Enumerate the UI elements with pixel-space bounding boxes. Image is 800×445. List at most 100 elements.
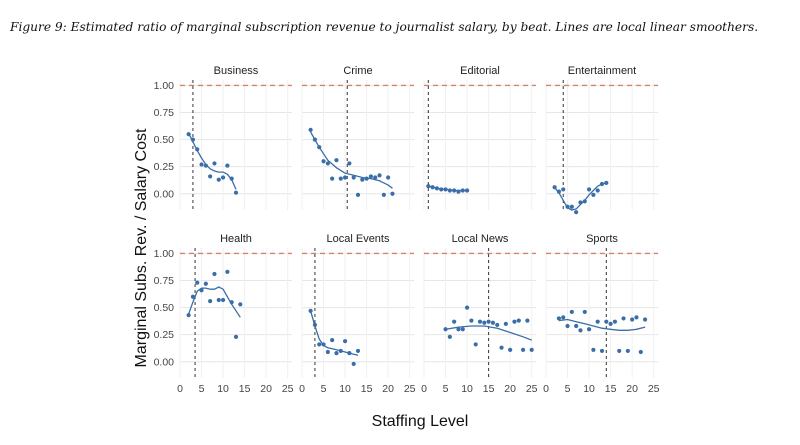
data-point xyxy=(225,163,230,168)
smoother-line xyxy=(309,310,359,356)
x-tick-label: 10 xyxy=(583,383,595,395)
data-point xyxy=(220,297,226,303)
x-tick-label: 15 xyxy=(605,383,617,395)
x-tick-label: 15 xyxy=(239,383,251,395)
data-point xyxy=(434,186,440,191)
panel-health: Health 0.00 0.25 0.50 0.75 1.00 0 5 10 15 20 25 xyxy=(154,233,294,395)
figure-caption: Figure 9: Estimated ratio of marginal su… xyxy=(10,20,759,34)
data-point xyxy=(525,318,530,323)
data-point xyxy=(190,294,196,299)
panel-title: Editorial xyxy=(460,65,500,77)
data-point xyxy=(334,350,339,356)
data-point xyxy=(430,185,435,190)
data-point xyxy=(447,334,452,339)
panel-title: Business xyxy=(214,65,259,77)
data-point xyxy=(565,204,570,209)
facet-panels: Business 0.00 0.25 0.50 0.75 1.00 Crime Editori… xyxy=(154,65,660,395)
data-point xyxy=(512,319,517,324)
data-point xyxy=(503,321,508,326)
data-point xyxy=(330,176,335,181)
data-point xyxy=(216,177,221,182)
x-tick-label: 10 xyxy=(217,383,229,395)
x-tick-label: 10 xyxy=(339,383,351,395)
data-point xyxy=(599,181,605,187)
data-point xyxy=(355,348,361,354)
y-tick-label: 1.00 xyxy=(154,248,175,260)
data-point xyxy=(569,309,574,315)
data-point xyxy=(199,288,204,293)
data-point xyxy=(321,342,326,347)
data-point xyxy=(195,147,200,152)
data-point xyxy=(443,327,448,332)
data-point xyxy=(447,188,452,193)
data-point xyxy=(452,188,457,193)
panel-title: Entertainment xyxy=(568,65,636,77)
data-point xyxy=(642,317,648,322)
data-point xyxy=(630,317,635,322)
data-point xyxy=(351,175,356,180)
y-tick-label: 0.50 xyxy=(154,134,175,146)
data-point xyxy=(556,189,562,194)
data-point xyxy=(238,302,243,307)
data-point xyxy=(229,300,234,305)
data-point xyxy=(225,269,230,274)
data-point xyxy=(612,319,618,324)
data-point xyxy=(578,328,583,333)
data-point xyxy=(355,192,361,197)
data-point xyxy=(473,342,478,347)
data-point xyxy=(582,199,587,204)
data-point xyxy=(203,281,208,286)
x-tick-label: 0 xyxy=(421,383,427,395)
data-point xyxy=(351,361,356,367)
panel-crime: Crime xyxy=(301,65,414,210)
data-point xyxy=(347,161,352,166)
panel-business: Business 0.00 0.25 0.50 0.75 1.00 xyxy=(154,65,292,210)
data-point xyxy=(456,327,461,332)
panel-title: Local News xyxy=(452,233,509,245)
smoother-line xyxy=(558,318,646,331)
data-point xyxy=(578,200,583,205)
x-axis-title: Staffing Level xyxy=(372,413,469,430)
data-point xyxy=(338,176,343,181)
data-point xyxy=(334,158,339,163)
x-tick-label: 5 xyxy=(443,383,449,395)
data-point xyxy=(377,173,382,178)
data-point xyxy=(216,297,221,303)
y-tick-label: 0.75 xyxy=(154,275,175,287)
x-tick-label: 25 xyxy=(648,383,660,395)
data-point xyxy=(312,137,318,142)
data-point xyxy=(364,176,369,181)
data-point xyxy=(426,184,431,189)
x-tick-label: 20 xyxy=(626,383,638,395)
data-point xyxy=(456,189,461,194)
x-tick-label: 5 xyxy=(321,383,327,395)
data-point xyxy=(477,319,483,324)
data-point xyxy=(208,174,213,179)
data-point xyxy=(586,327,592,332)
data-point xyxy=(608,321,613,326)
data-point xyxy=(347,350,352,356)
data-point xyxy=(464,188,470,193)
smoother-line xyxy=(187,286,241,318)
y-tick-label: 0.25 xyxy=(154,329,175,341)
panel-title: Crime xyxy=(343,65,372,77)
panel-title: Health xyxy=(220,233,252,245)
data-point xyxy=(386,175,391,180)
panel-title: Sports xyxy=(586,233,618,245)
data-point xyxy=(516,318,521,323)
data-point xyxy=(186,132,191,137)
data-point xyxy=(195,280,200,285)
smoother-line xyxy=(310,131,393,189)
data-point xyxy=(552,185,557,190)
x-tick-label: 25 xyxy=(282,383,294,395)
data-point xyxy=(529,347,534,352)
data-point xyxy=(443,187,448,192)
x-tick-label: 25 xyxy=(526,383,538,395)
data-point xyxy=(591,347,596,352)
smoother-line xyxy=(188,132,237,190)
data-point xyxy=(439,187,444,192)
data-point xyxy=(317,342,322,347)
data-point xyxy=(556,316,562,321)
x-tick-label: 0 xyxy=(543,383,549,395)
